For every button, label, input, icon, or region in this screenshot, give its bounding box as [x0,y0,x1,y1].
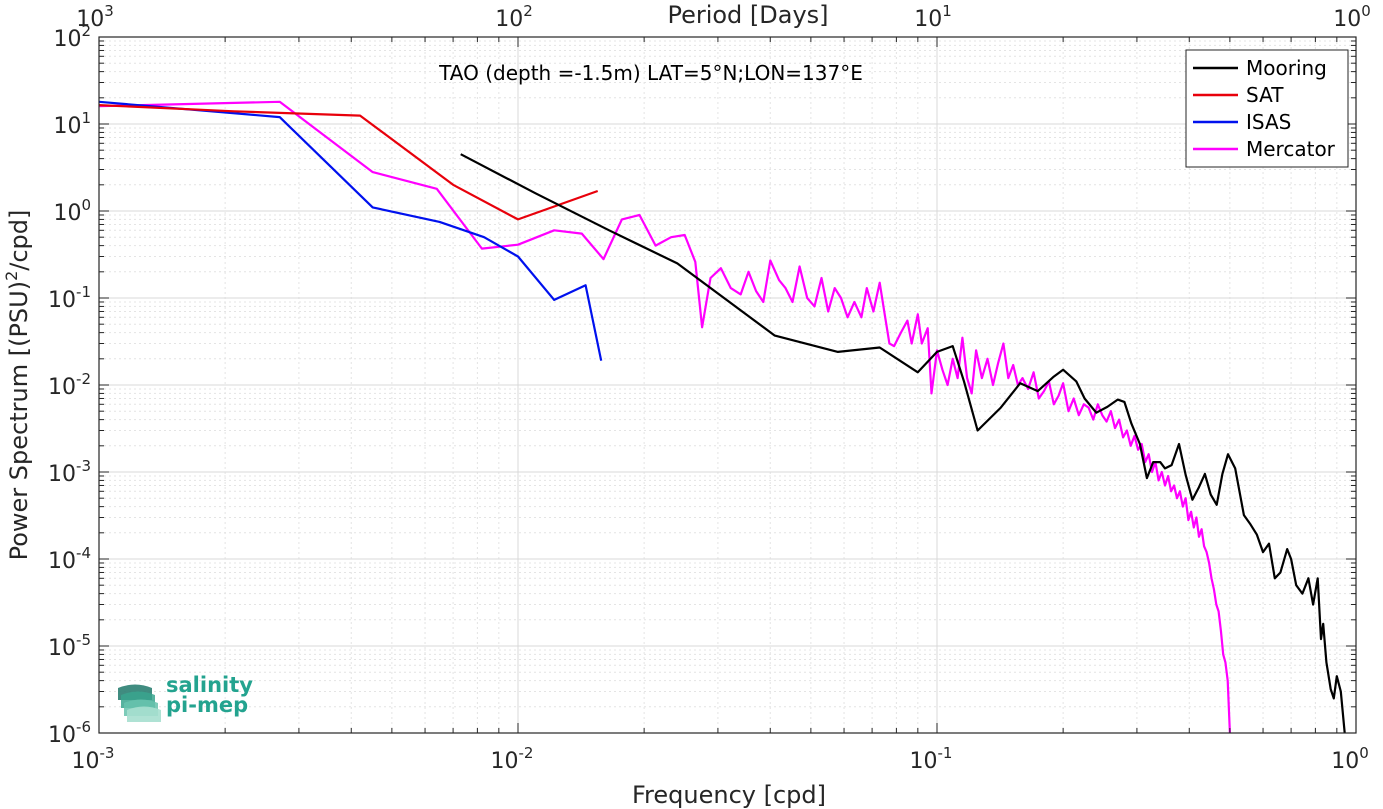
y-tick-label: 10-5 [48,631,91,661]
y-tick-label: 100 [53,196,91,226]
top-tick-label: 102 [495,2,533,32]
legend-label-sat: SAT [1246,83,1284,107]
legend-label-isas: ISAS [1246,110,1291,134]
top-tick-label: 101 [914,2,952,32]
series-line-isas [99,100,603,361]
y-axis-title: Power Spectrum [(PSU)2/cpd] [2,210,33,561]
x-tick-label: 100 [1331,744,1369,774]
tick-marks [98,36,1357,734]
y-tick-label: 10-2 [48,370,91,400]
legend: Mooring SAT ISAS Mercator [1185,49,1349,168]
x-axis-title: Frequency [cpd] [632,781,826,809]
legend-label-mooring: Mooring [1246,56,1327,80]
x-tick-label: 10-2 [491,744,534,774]
top-tick-labels: 103 102 101 100 [76,2,1371,32]
x-tick-labels: 10-3 10-2 10-1 100 [72,744,1369,774]
top-tick-label: 100 [1333,2,1371,32]
y-tick-label: 10-3 [48,457,91,487]
x-tick-label: 10-3 [72,744,115,774]
top-axis-title: Period [Days] [667,1,828,29]
logo-text-pimep: pi-mep [166,693,248,717]
logo-mark-icon [118,684,161,722]
salinity-pi-mep-logo: salinity pi-mep [118,673,253,722]
y-tick-label: 10-6 [48,718,91,748]
y-tick-label: 10-4 [48,544,91,574]
y-tick-label: 101 [53,109,91,139]
y-tick-label: 102 [53,22,91,52]
series-layer [99,100,1346,733]
legend-entries: Mooring SAT ISAS Mercator [1193,56,1336,161]
legend-label-mercator: Mercator [1246,137,1336,161]
logo-text-salinity: salinity [166,673,253,697]
series-line-sat [99,104,599,221]
x-tick-label: 10-1 [910,744,953,774]
y-tick-labels: 10-6 10-5 10-4 10-3 10-2 10-1 100 101 102 [48,22,91,748]
series-line-mooring [460,153,1346,733]
top-tick-label: 103 [76,2,114,32]
chart-annotation: TAO (depth =-1.5m) LAT=5°N;LON=137°E [438,61,863,85]
legend-box [1185,49,1349,168]
y-tick-label: 10-1 [48,283,91,313]
series-line-mercator [99,100,1231,733]
